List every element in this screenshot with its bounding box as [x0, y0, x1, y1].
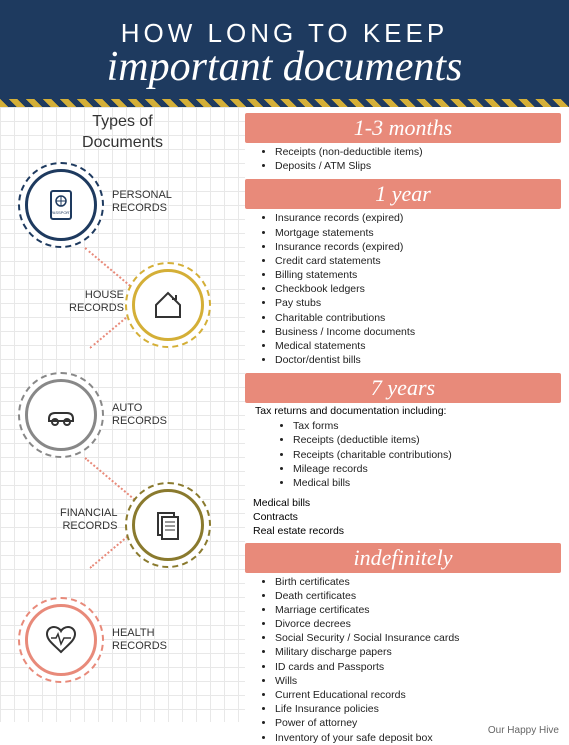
category-financial: [125, 482, 211, 568]
section-header: 1 year: [245, 179, 561, 209]
svg-text:PASSPORT: PASSPORT: [50, 210, 72, 215]
list-item: Life Insurance policies: [275, 702, 561, 716]
car-icon: [41, 395, 81, 435]
footer-credit: Our Happy Hive: [488, 725, 559, 736]
stripe-divider: [0, 99, 569, 107]
category-label: AUTORECORDS: [112, 402, 167, 428]
list-item: Checkbook ledgers: [275, 282, 561, 296]
section-list: Insurance records (expired)Mortgage stat…: [245, 211, 561, 367]
list-item: Insurance records (expired): [275, 211, 561, 225]
list-item: Charitable contributions: [275, 311, 561, 325]
category-health: [18, 597, 104, 683]
list-item: Marriage certificates: [275, 603, 561, 617]
list-item: Insurance records (expired): [275, 240, 561, 254]
section-header: 7 years: [245, 373, 561, 403]
list-item: Wills: [275, 674, 561, 688]
list-item: Receipts (charitable contributions): [293, 448, 561, 462]
category-house: [125, 262, 211, 348]
category-personal: PASSPORT: [18, 162, 104, 248]
category-label: HOUSERECORDS: [69, 289, 124, 315]
list-item: Medical statements: [275, 339, 561, 353]
section-list: Birth certificatesDeath certificatesMarr…: [245, 575, 561, 745]
list-item: Tax forms: [293, 419, 561, 433]
list-item: Receipts (deductible items): [293, 433, 561, 447]
section-list: Tax formsReceipts (deductible items)Rece…: [245, 419, 561, 490]
list-item: Business / Income documents: [275, 325, 561, 339]
list-item: Birth certificates: [275, 575, 561, 589]
section-header: indefinitely: [245, 543, 561, 573]
section-after: Medical billsContractsReal estate record…: [245, 496, 561, 539]
category-label: HEALTHRECORDS: [112, 627, 167, 653]
list-item: Death certificates: [275, 589, 561, 603]
heart-icon: [41, 620, 81, 660]
types-heading-line1: Types of: [92, 113, 152, 130]
list-item: Pay stubs: [275, 296, 561, 310]
list-item: Deposits / ATM Slips: [275, 159, 561, 173]
types-heading: Types of Documents: [0, 112, 245, 154]
types-heading-line2: Documents: [82, 134, 163, 151]
right-column: 1-3 monthsReceipts (non-deductible items…: [245, 107, 569, 722]
list-item: Divorce decrees: [275, 617, 561, 631]
list-item: Current Educational records: [275, 688, 561, 702]
list-item: Credit card statements: [275, 254, 561, 268]
section-list: Receipts (non-deductible items)Deposits …: [245, 145, 561, 173]
list-item: Doctor/dentist bills: [275, 353, 561, 367]
title-line2: important documents: [0, 43, 569, 91]
list-item: Military discharge papers: [275, 645, 561, 659]
list-item: Mortgage statements: [275, 226, 561, 240]
left-column: Types of Documents PASSPORT PERSONALRECO…: [0, 107, 245, 722]
section-header: 1-3 months: [245, 113, 561, 143]
list-item: Social Security / Social Insurance cards: [275, 631, 561, 645]
content: Types of Documents PASSPORT PERSONALRECO…: [0, 107, 569, 722]
list-item: Medical bills: [293, 476, 561, 490]
category-label: FINANCIALRECORDS: [60, 507, 117, 533]
header: HOW LONG TO KEEP important documents: [0, 0, 569, 99]
category-label: PERSONALRECORDS: [112, 189, 172, 215]
list-item: Mileage records: [293, 462, 561, 476]
list-item: Receipts (non-deductible items): [275, 145, 561, 159]
section-intro: Tax returns and documentation including:: [245, 405, 561, 417]
passport-icon: PASSPORT: [41, 185, 81, 225]
list-item: ID cards and Passports: [275, 660, 561, 674]
house-icon: [148, 285, 188, 325]
papers-icon: [148, 505, 188, 545]
list-item: Billing statements: [275, 268, 561, 282]
category-auto: [18, 372, 104, 458]
